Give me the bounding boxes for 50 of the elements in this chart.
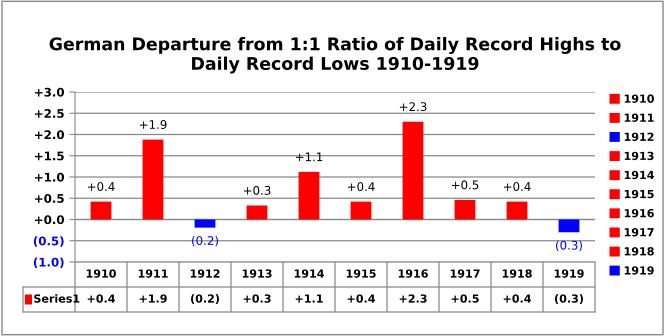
text: +1.9 [140,120,167,129]
y-tick-label: +1.0 [35,172,64,182]
x-tick-label: 1918 [502,269,532,278]
data-label: +0.4 [88,294,115,303]
x-tick-label: 1911 [138,269,168,278]
x-tick-label: 1910 [86,269,116,278]
text: +1.1 [296,152,322,162]
data-label: +0.4 [348,294,375,303]
x-tick-label: 1915 [346,269,376,278]
text: +0.4 [504,182,531,192]
data-label: +1.9 [140,294,167,303]
category-label: 1916 [624,208,654,218]
category-label: 1911 [624,114,654,122]
data-label: +1.1 [296,294,323,303]
y-tick-label: +0.0 [35,215,64,224]
y-tick-label: +0.5 [35,194,64,203]
text: (0.2) [192,236,218,246]
category-label: 1913 [624,152,654,160]
x-tick-label: 1917 [450,269,480,278]
data-label: (0.2) [191,294,219,304]
category-label: 1910 [624,94,654,103]
text: (0.3) [556,240,582,252]
text: +2.3 [400,102,426,112]
text: +0.4 [348,182,375,192]
data-label: +0.5 [452,294,479,303]
x-tick-label: 1912 [190,269,220,278]
y-tick-label: (0.5) [34,236,64,247]
category-label: 1915 [624,190,654,198]
category-label: 1914 [624,170,654,180]
x-tick-label: 1916 [398,269,428,278]
y-tick-label: +3.0 [35,88,64,97]
text: +0.3 [244,186,270,195]
data-label: +2.3 [400,294,427,303]
category-label: 1912 [624,132,654,142]
legend-label: Series1 [34,294,80,303]
data-label: (0.3) [555,294,583,304]
x-tick-label: 1914 [294,269,324,278]
data-label: +0.3 [244,294,271,303]
category-label: 1917 [624,228,654,236]
data-label: +0.4 [504,294,531,303]
y-tick-label: +2.5 [35,108,64,118]
text: +0.5 [452,180,478,190]
x-tick-label: 1913 [242,269,272,278]
chart-title: German Departure from 1:1 Ratio of Daily Record Highs to Daily Record Lows 1910-1919 [50,37,621,74]
y-tick-label: (1.0) [34,258,64,268]
y-tick-label: +1.5 [35,152,64,160]
x-tick-label: 1919 [554,269,584,278]
text: +0.4 [88,182,115,192]
y-tick-label: +2.0 [35,130,64,140]
category-label: 1918 [624,247,654,256]
